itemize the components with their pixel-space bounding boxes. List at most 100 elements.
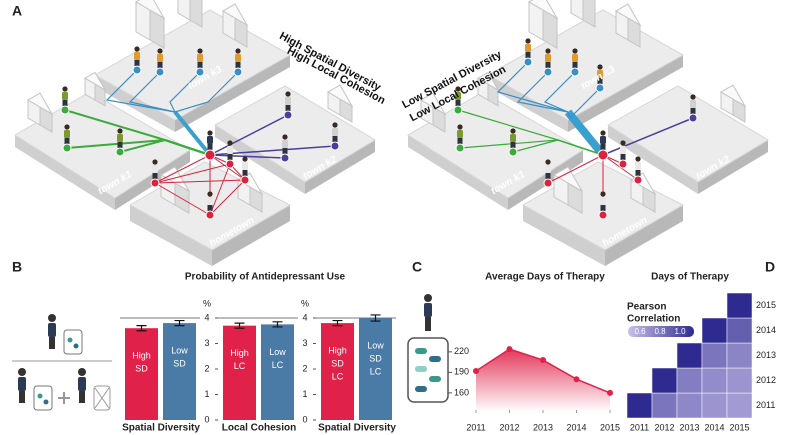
platform-side [15, 135, 115, 210]
bar-label: High [132, 351, 151, 361]
node [570, 67, 580, 77]
building [177, 0, 191, 21]
person-head [62, 86, 68, 92]
link [602, 117, 694, 156]
link [516, 71, 569, 113]
person-body [545, 54, 551, 62]
node [60, 105, 70, 115]
bar-label: Low [171, 345, 188, 355]
y-tick-label: 2 [302, 363, 307, 373]
building [222, 3, 249, 27]
person-body [207, 197, 213, 205]
platform-side [215, 125, 305, 194]
person-body [117, 134, 123, 142]
platform-side [605, 205, 683, 266]
building [27, 92, 54, 116]
x-axis-label: Spatial Diversity [122, 423, 200, 434]
x-tick-label: 2011 [630, 422, 649, 432]
link [512, 139, 604, 156]
error-bar [136, 325, 147, 332]
building [84, 71, 107, 92]
y-tick-label: 2011 [756, 400, 775, 410]
panel-label: D [765, 259, 775, 275]
node [453, 105, 463, 115]
x-axis-label: Local Cohesion [222, 423, 296, 434]
platform-side [212, 205, 290, 266]
node [283, 110, 293, 120]
person-legs [600, 144, 606, 150]
heatmap-cell [701, 317, 728, 344]
building [477, 71, 500, 92]
panel-label: B [12, 259, 22, 275]
person-body [157, 54, 163, 62]
person-head [207, 130, 213, 136]
link [567, 87, 601, 120]
y-tick-label: 4 [302, 312, 307, 322]
person-legs [332, 136, 338, 142]
bar-label: LC [332, 371, 344, 381]
y-axis-label: % [203, 298, 211, 308]
person-head [285, 91, 291, 97]
node [688, 113, 698, 123]
person-body [64, 130, 70, 138]
node [598, 210, 608, 220]
bar [223, 325, 256, 420]
heatmap-cell [726, 317, 753, 344]
person-body [545, 165, 551, 173]
y-tick-label: 4 [204, 312, 209, 322]
platform-side [523, 205, 605, 266]
person-head [545, 48, 551, 54]
x-tick-label: 2014 [704, 422, 724, 432]
node [618, 159, 628, 169]
y-tick-label: 2014 [756, 325, 776, 335]
person-legs [197, 62, 203, 68]
person-legs [157, 62, 163, 68]
colorbar-tick-label: 1.0 [674, 327, 686, 336]
colorbar-title: Correlation [627, 314, 680, 325]
panel-label: A [12, 3, 22, 19]
link [173, 110, 212, 157]
link [128, 71, 176, 113]
heatmap-cell [626, 392, 653, 419]
heatmap-cell [701, 342, 728, 369]
node [115, 147, 125, 157]
link [209, 114, 289, 156]
y-tick-label: 3 [302, 338, 307, 348]
person-head [64, 124, 70, 130]
person-head [282, 134, 288, 140]
node [523, 57, 533, 67]
person-legs [545, 62, 551, 68]
person-body [134, 52, 140, 60]
person-body [227, 146, 233, 154]
person-legs [62, 100, 68, 106]
node [195, 67, 205, 77]
building [570, 0, 584, 21]
node [508, 147, 518, 157]
link [154, 163, 231, 184]
person-body [600, 136, 606, 144]
person-head [572, 48, 578, 54]
person-body [455, 92, 461, 100]
heatmap-cell [651, 367, 678, 394]
building [420, 92, 447, 116]
bar-label: LC [272, 360, 284, 370]
building [135, 0, 166, 20]
person-legs [285, 105, 291, 111]
chart-title: Average Days of Therapy [485, 272, 605, 283]
person-legs [207, 144, 213, 150]
person-head [690, 94, 696, 100]
heatmap-cell [726, 342, 753, 369]
person-body [207, 136, 213, 144]
heatmap-cell [676, 342, 703, 369]
y-tick-label: 2012 [756, 375, 776, 385]
person-legs [545, 173, 551, 179]
node [280, 153, 290, 163]
person-body [152, 165, 158, 173]
platform-top [214, 85, 376, 183]
link [209, 154, 286, 159]
person-legs [690, 108, 696, 114]
point [540, 357, 546, 364]
node [543, 178, 553, 188]
node [150, 178, 160, 188]
